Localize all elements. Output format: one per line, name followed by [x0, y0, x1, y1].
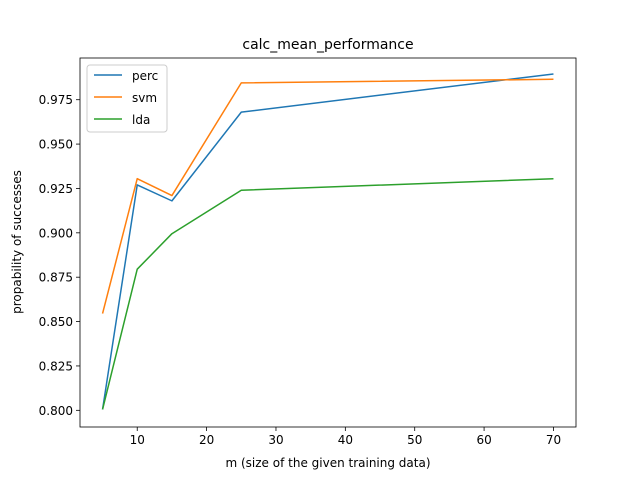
chart-title: calc_mean_performance: [242, 37, 413, 53]
x-tick-label: 30: [268, 433, 283, 447]
y-tick-label: 0.950: [39, 138, 73, 152]
series-line-perc: [101, 73, 554, 410]
y-tick-label: 0.900: [39, 226, 73, 240]
y-axis-label: propability of successes: [10, 170, 24, 314]
legend-label-lda: lda: [132, 113, 150, 127]
legend: perc svm lda: [86, 64, 168, 133]
y-tick-label: 0.800: [39, 404, 73, 418]
series-line-svm: [101, 78, 554, 314]
x-tick-label: 70: [546, 433, 561, 447]
x-tick-label: 50: [407, 433, 422, 447]
x-axis-ticks: 10 20 30 40 50 60 70: [130, 427, 561, 447]
plot-frame: [79, 57, 577, 428]
legend-frame: [86, 64, 168, 133]
plot-lines: [101, 73, 554, 410]
x-axis-label: m (size of the given training data): [225, 456, 430, 470]
legend-label-svm: svm: [132, 91, 157, 105]
legend-label-perc: perc: [132, 69, 158, 83]
y-tick-label: 0.875: [39, 271, 73, 285]
y-tick-label: 0.850: [39, 315, 73, 329]
y-tick-label: 0.925: [39, 182, 73, 196]
y-tick-label: 0.975: [39, 93, 73, 107]
x-tick-label: 20: [199, 433, 214, 447]
y-axis-ticks: 0.800 0.825 0.850 0.875 0.900 0.925 0.950 0.975: [39, 93, 80, 418]
x-tick-label: 60: [476, 433, 491, 447]
y-tick-label: 0.825: [39, 359, 73, 373]
series-line-lda: [101, 177, 554, 410]
x-tick-label: 40: [338, 433, 353, 447]
x-tick-label: 10: [130, 433, 145, 447]
